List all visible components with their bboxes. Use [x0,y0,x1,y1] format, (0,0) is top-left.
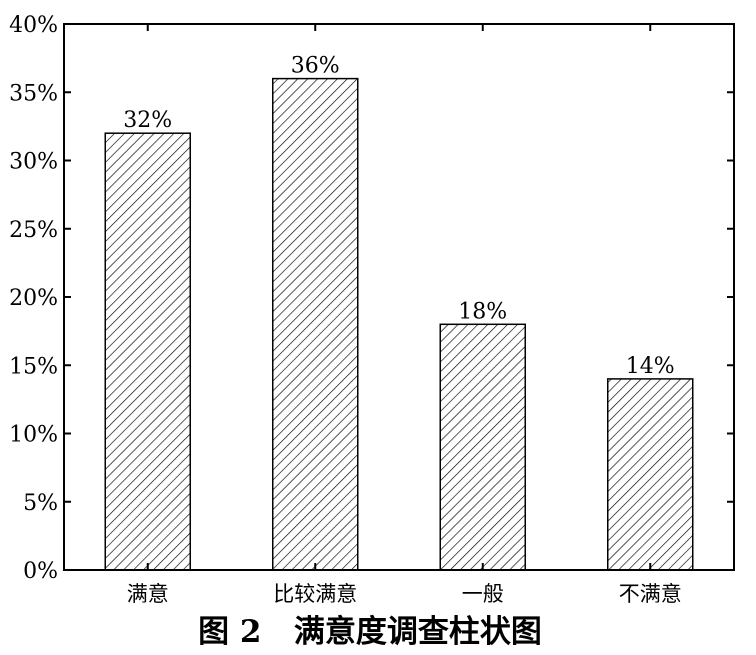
x-category-label: 比较满意 [273,582,357,606]
x-category-label: 一般 [462,582,504,606]
bar [272,77,359,571]
y-tick-label: 35% [9,81,58,106]
bar-value-label: 32% [123,108,172,133]
bar-value-label: 14% [626,354,675,379]
y-tick-label: 25% [9,218,58,243]
y-tick-label: 20% [9,286,58,311]
bar-value-label: 36% [291,54,340,79]
bars-group [104,77,694,571]
axis-ticks-group [64,23,734,571]
bar [104,132,191,571]
y-tick-label: 30% [9,150,58,175]
labels-group: 0% 5% 10% 15% 20% 25% 30% 35% 40% 32% 满意 36% 比较满意 18%… [9,13,682,606]
x-category-label: 满意 [127,582,169,606]
y-tick-label: 10% [9,423,58,448]
y-tick-label: 15% [9,354,58,379]
y-tick-label: 0% [23,559,58,584]
y-tick-label: 40% [9,13,58,38]
x-category-label: 不满意 [619,582,682,606]
chart-caption: 图 2 满意度调查柱状图 [198,614,542,650]
bar [439,323,526,571]
bar [607,378,694,571]
bar-value-label: 18% [458,299,507,324]
y-tick-label: 5% [23,491,58,516]
